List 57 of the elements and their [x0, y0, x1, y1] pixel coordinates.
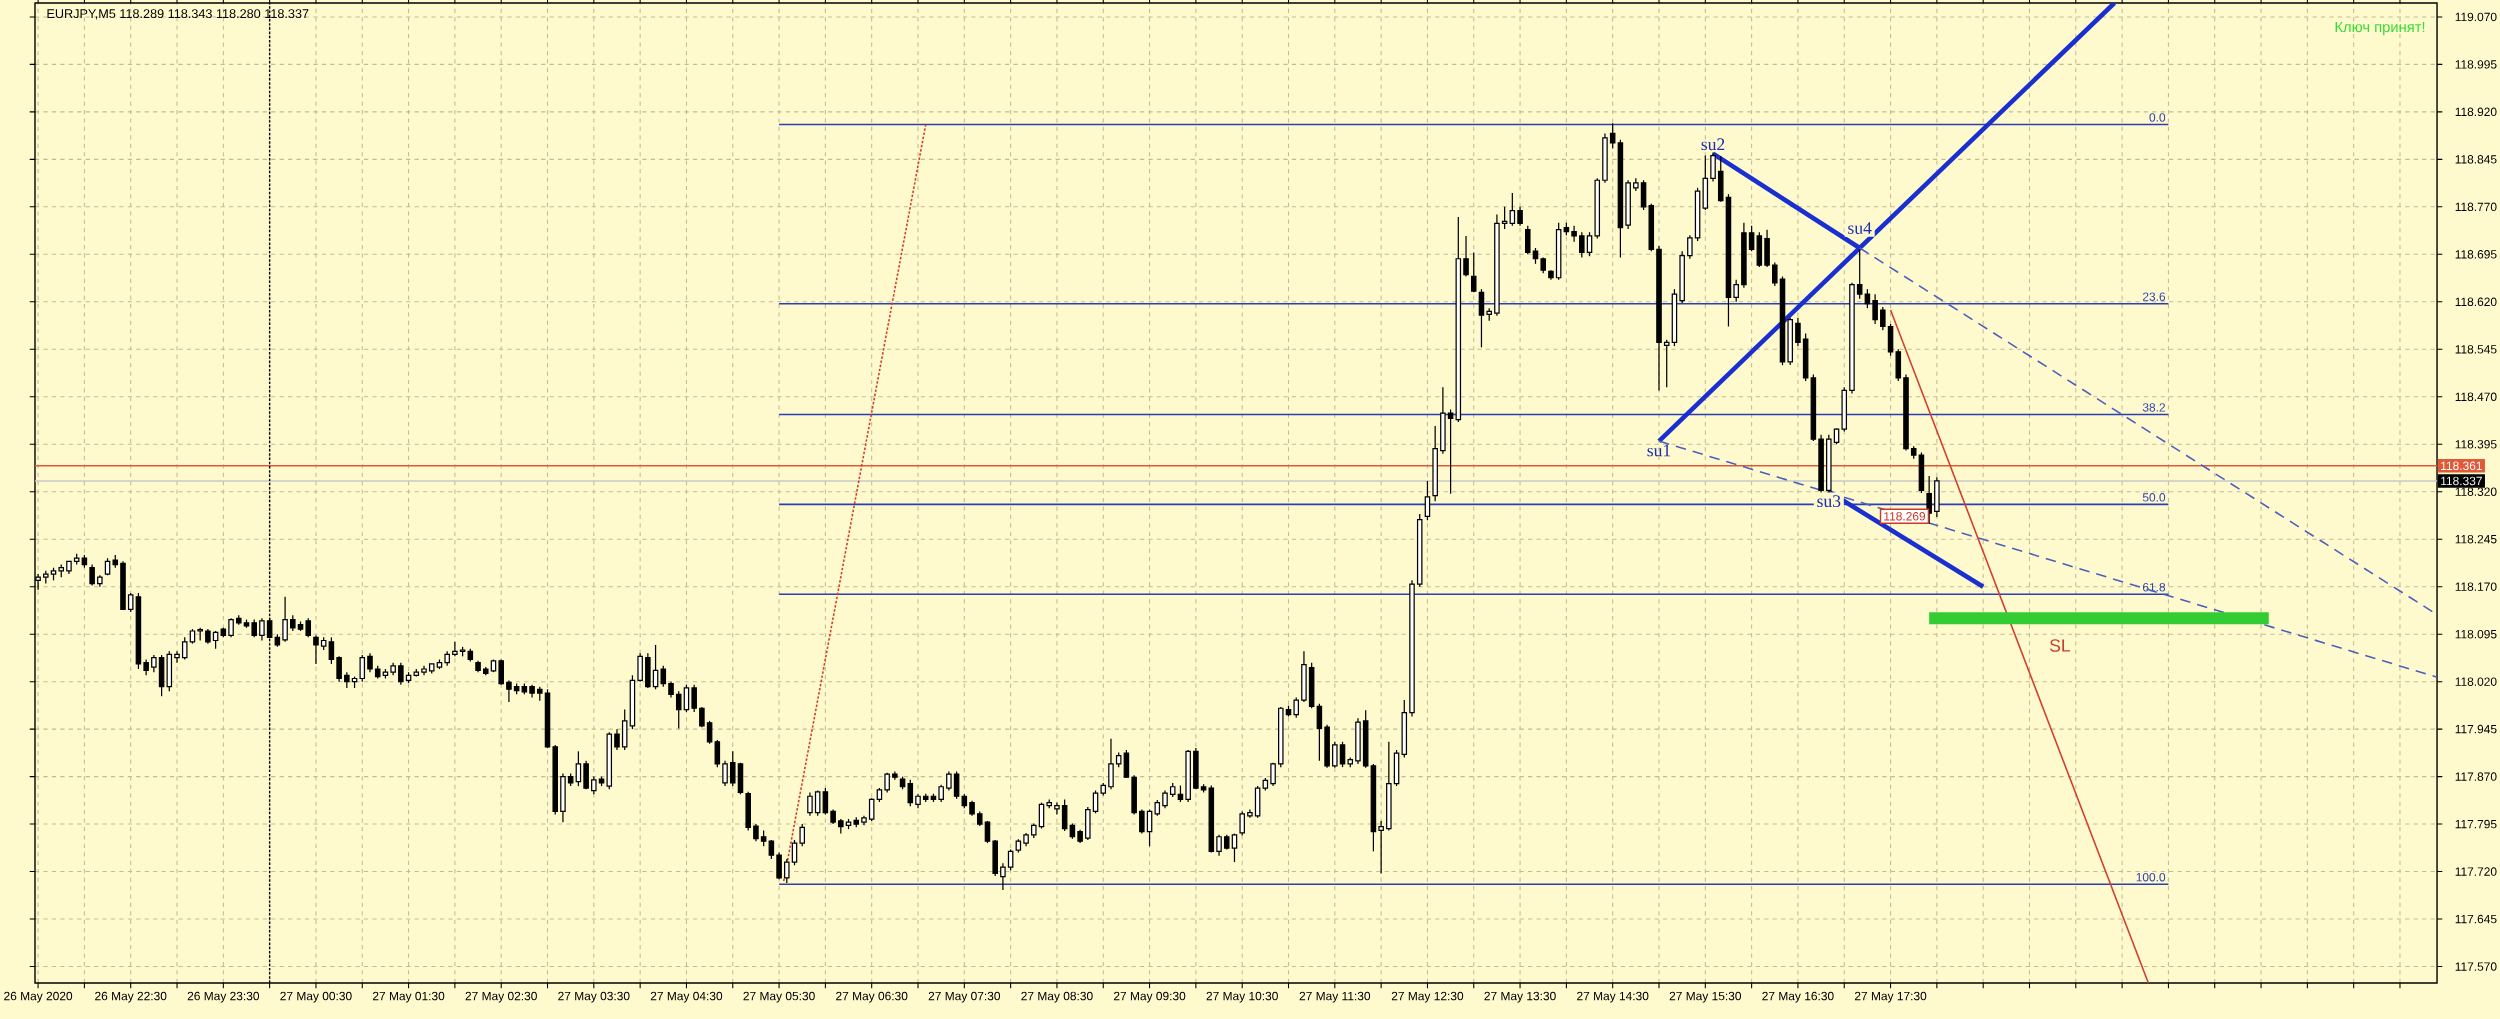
- annotation: Ключ принят!: [2335, 21, 2425, 36]
- x-tick-label: 27 May 12:30: [1391, 991, 1464, 1003]
- y-tick-label: 118.620: [2455, 297, 2497, 307]
- y-tick-label: 118.245: [2455, 534, 2497, 544]
- x-tick-label: 27 May 08:30: [1021, 991, 1093, 1003]
- y-tick-label: 118.920: [2455, 107, 2497, 117]
- y-tick-label: 118.545: [2455, 345, 2497, 354]
- annotation: 118.269: [1884, 512, 1926, 521]
- y-tick-label: 118.320: [2455, 487, 2497, 496]
- y-tick-label: 118.020: [2455, 677, 2497, 686]
- series-label: 50.0: [2142, 493, 2166, 502]
- y-tick-label: 118.845: [2455, 155, 2497, 164]
- x-tick-label: 27 May 07:30: [928, 991, 1001, 1003]
- y-tick-label: 118.995: [2455, 60, 2497, 69]
- x-tick-label: 26 May 23:30: [187, 991, 260, 1003]
- ref-line-label: 118.361: [2441, 461, 2482, 470]
- annotation: su2: [1701, 138, 1725, 151]
- x-tick-label: 27 May 04:30: [650, 991, 723, 1003]
- x-tick-label: 27 May 02:30: [465, 991, 537, 1003]
- x-tick-label: 26 May 22:30: [95, 991, 167, 1003]
- y-tick-label: 118.170: [2455, 582, 2497, 591]
- annotation: SL: [2049, 639, 2071, 652]
- x-tick-label: 27 May 15:30: [1669, 991, 1742, 1003]
- x-tick-label: 27 May 03:30: [558, 991, 630, 1003]
- annotation: su1: [1647, 444, 1671, 457]
- y-tick-label: 117.870: [2455, 772, 2497, 781]
- x-tick-label: 27 May 10:30: [1206, 991, 1278, 1003]
- ref-line-label: 118.337: [2441, 476, 2482, 486]
- series-label: 38.2: [2142, 403, 2166, 412]
- x-tick-label: 27 May 17:30: [1854, 991, 1927, 1003]
- x-tick-label: 27 May 09:30: [1113, 991, 1186, 1003]
- x-tick-label: 27 May 14:30: [1577, 991, 1649, 1003]
- x-tick-label: 26 May 2020: [4, 991, 73, 1003]
- series-label: 100.0: [2136, 872, 2166, 882]
- y-tick-label: 118.770: [2455, 202, 2497, 212]
- y-tick-label: 118.395: [2455, 439, 2497, 449]
- y-tick-label: 118.095: [2455, 629, 2497, 639]
- x-tick-label: 27 May 05:30: [743, 991, 815, 1003]
- x-tick-label: 27 May 00:30: [280, 991, 352, 1003]
- x-tick-label: 27 May 16:30: [1762, 991, 1834, 1003]
- y-tick-label: 119.070: [2455, 12, 2497, 22]
- y-tick-label: 117.720: [2455, 867, 2497, 876]
- annotation: su3: [1817, 495, 1841, 508]
- y-tick-label: 117.570: [2455, 962, 2497, 971]
- x-tick-label: 27 May 13:30: [1484, 991, 1556, 1003]
- x-tick-label: 27 May 11:30: [1299, 991, 1371, 1003]
- series-label: 0.0: [2149, 113, 2166, 122]
- chart-title: EURJPY,M5 118.289 118.343 118.280 118.337: [47, 9, 309, 20]
- y-tick-label: 117.795: [2455, 819, 2497, 829]
- annotation: su4: [1848, 222, 1872, 234]
- y-tick-label: 117.645: [2455, 914, 2497, 924]
- x-tick-label: 27 May 06:30: [836, 991, 908, 1003]
- y-tick-label: 118.695: [2455, 250, 2497, 259]
- y-tick-label: 117.945: [2455, 724, 2497, 734]
- x-tick-label: 27 May 01:30: [372, 991, 445, 1003]
- series-label: 23.6: [2142, 292, 2166, 301]
- y-tick-label: 118.470: [2455, 392, 2497, 401]
